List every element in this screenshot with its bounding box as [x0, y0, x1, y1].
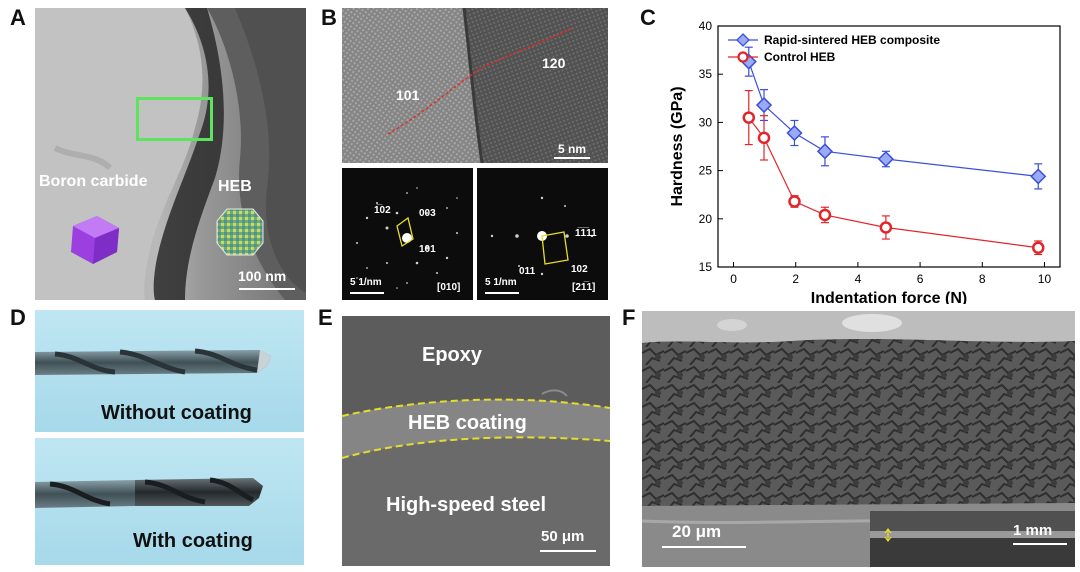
drill-photo-coated: With coating [35, 438, 304, 565]
sem-scale-bar [540, 550, 596, 552]
fracture-scale-bar [662, 546, 746, 548]
inset-layer-overview [870, 511, 1075, 567]
plane-label-left: 101 [396, 87, 420, 103]
plane-label-right: 120 [542, 55, 566, 71]
x-tick-label: 8 [979, 272, 986, 286]
panel-label-d: D [10, 305, 26, 330]
data-point-circle [742, 111, 756, 124]
legend-marker-diamond [736, 33, 750, 47]
with-coating-label: With coating [133, 530, 253, 552]
y-tick-label: 30 [699, 115, 713, 129]
saed-spots-left [356, 187, 458, 289]
data-point-diamond [1030, 168, 1047, 185]
x-tick-label: 6 [917, 272, 924, 286]
data-point-circle [757, 131, 771, 145]
hardness-chart: 0 2 4 6 8 10 15 20 25 30 35 40 Rapid-sintered HEB c… [669, 19, 1061, 304]
hrtem-scale-bar [554, 157, 590, 159]
saed-left-zone-axis: [010] [437, 282, 461, 293]
boron-carbide-label: Boron carbide [39, 173, 148, 190]
series-line [748, 61, 1039, 177]
saed-left-spot-3: 101 [419, 244, 436, 255]
data-point-circle [788, 195, 801, 208]
y-axis-label: Hardness (GPa) [669, 86, 686, 206]
panel-e-sem-image: Epoxy HEB coating High-speed steel 50 μm [342, 316, 610, 566]
scale-bar-label: 100 nm [238, 268, 287, 284]
sem-scale-label: 50 μm [541, 528, 585, 545]
x-axis-label: Indentation force (N) [811, 290, 967, 304]
data-point-diamond [755, 96, 773, 114]
legend-marker-circle [737, 51, 749, 63]
saed-right-zone-axis: [21̅1] [572, 282, 596, 293]
boron-carbide-crystal-icon [71, 216, 119, 264]
panel-label-a: A [10, 5, 26, 30]
series-control [742, 89, 1045, 256]
data-point-diamond [816, 143, 834, 160]
saed-left-spot-2: 003 [419, 208, 436, 219]
saed-left-scale-label: 5 1/nm [350, 277, 382, 288]
hrtem-scale-label: 5 nm [558, 142, 587, 156]
data-point-circle [879, 221, 893, 234]
saed-pattern-right: 1̅1̅11 011 102 5 1/nm [21̅1] [477, 168, 608, 300]
saed-right-scale-label: 5 1/nm [485, 277, 517, 288]
region-of-interest-box [136, 97, 213, 141]
data-point-diamond [877, 150, 894, 168]
y-tick-label: 40 [699, 19, 713, 33]
data-point-diamond [786, 124, 803, 142]
x-tick-label: 2 [792, 272, 799, 286]
saed-right-spot-2: 011 [519, 266, 536, 277]
panel-label-e: E [318, 305, 333, 330]
panel-label-b: B [321, 5, 337, 30]
legend-label: Rapid-sintered HEB composite [764, 33, 940, 47]
fracture-scale-label: 20 μm [672, 522, 722, 541]
drill-photo-uncoated: Without coating [35, 310, 304, 432]
epoxy-label: Epoxy [422, 344, 483, 366]
heb-crystal-icon [216, 208, 264, 256]
saed-left-scale-bar [350, 292, 384, 294]
plot-frame [717, 25, 1061, 268]
inset-scale-bar [1013, 543, 1067, 545]
saed-right-spot-3: 102 [571, 264, 588, 275]
saed-left-spot-1: 1̅02 [374, 205, 391, 216]
hrtem-lattice [342, 8, 608, 163]
panel-label-f: F [622, 305, 636, 330]
high-speed-steel-label: High-speed steel [386, 494, 547, 516]
saed-pattern-left: 1̅02 003 101 5 1/nm [010] [342, 168, 473, 300]
saed-spots-right [490, 196, 594, 276]
series-composite [740, 46, 1047, 190]
panel-a-tem-image: Boron carbide HEB 100 nm [35, 8, 306, 300]
saed-right-scale-bar [485, 292, 519, 294]
panel-b-hrtem-image: 101 120 5 nm [342, 8, 608, 163]
uncoated-drill-bit [35, 348, 271, 375]
inset-overview-image: 1 mm [870, 511, 1075, 567]
saed-right-spot-1: 1̅1̅11 [575, 228, 597, 239]
x-tick-label: 4 [855, 272, 862, 286]
coated-drill-bit [35, 477, 263, 508]
sem-cross-section [342, 316, 610, 566]
heb-coating-label: HEB coating [408, 412, 527, 434]
y-tick-label: 15 [699, 260, 713, 274]
panel-label-c: C [640, 5, 656, 30]
y-tick-label: 25 [699, 164, 713, 178]
data-point-circle [1031, 241, 1045, 254]
without-coating-label: Without coating [101, 402, 252, 424]
y-tick-label: 35 [699, 67, 713, 81]
y-tick-label: 20 [699, 212, 713, 226]
scale-bar [239, 288, 295, 290]
heb-label: HEB [218, 178, 252, 195]
panel-f-sem-image: 1 mm 20 μm [642, 311, 1075, 567]
x-tick-label: 10 [1038, 272, 1052, 286]
legend-label: Control HEB [764, 50, 836, 64]
inset-scale-label: 1 mm [1013, 522, 1053, 539]
data-point-circle [818, 208, 832, 222]
x-tick-label: 0 [730, 272, 737, 286]
